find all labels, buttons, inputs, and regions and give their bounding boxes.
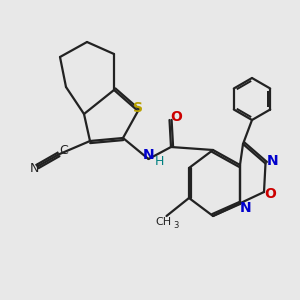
Text: N: N <box>30 161 39 175</box>
Text: O: O <box>170 110 182 124</box>
Text: N: N <box>143 148 154 162</box>
Text: O: O <box>265 187 277 200</box>
Text: CH: CH <box>155 217 172 227</box>
Text: S: S <box>133 101 143 115</box>
Text: C: C <box>59 143 68 157</box>
Text: N: N <box>240 202 252 215</box>
Text: 3: 3 <box>173 221 179 230</box>
Text: H: H <box>154 155 164 169</box>
Text: N: N <box>266 154 278 167</box>
